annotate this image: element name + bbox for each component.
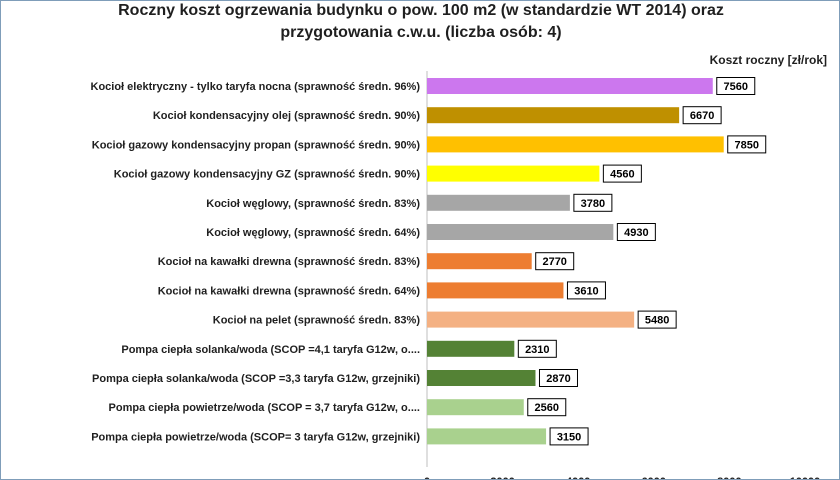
value-label: 7850 <box>734 139 758 151</box>
bar <box>427 370 536 386</box>
value-label-box <box>682 106 722 125</box>
bar <box>427 107 680 124</box>
value-label-box <box>573 193 613 212</box>
bar <box>427 78 713 94</box>
value-label: 3150 <box>557 431 581 443</box>
x-tick-label: 10000 <box>790 476 821 479</box>
value-label-box <box>716 77 756 95</box>
category-label: Pompa ciepła powietrze/woda (SCOP = 3,7 … <box>109 402 420 414</box>
category-label: Kocioł gazowy kondensacyjny GZ (sprawnoś… <box>114 169 421 181</box>
category-label: Kocioł na pelet (sprawność średn. 83%) <box>213 315 421 327</box>
value-label: 5480 <box>645 315 669 327</box>
value-label-box <box>517 339 557 358</box>
value-label-box <box>549 427 589 446</box>
value-label-box <box>637 310 677 329</box>
category-label: Pompa ciepła solanka/woda (SCOP =3,3 tar… <box>92 373 420 385</box>
category-label: Kocioł gazowy kondensacyjny propan (spra… <box>92 139 421 151</box>
value-label-box <box>616 223 656 241</box>
bars-group <box>427 78 724 445</box>
chart-title-line-1: Roczny koszt ogrzewania budynku o pow. 1… <box>118 2 724 19</box>
x-ticks-group: 0 2000 4000 6000 8000 10000 <box>424 476 820 479</box>
category-label: Kocioł elektryczny - tylko taryfa nocna … <box>91 81 421 93</box>
category-label: Pompa ciepła solanka/woda (SCOP =4,1 tar… <box>121 344 420 356</box>
category-label: Kocioł kondensacyjny olej (sprawność śre… <box>153 110 420 122</box>
unit-label: Koszt roczny [zł/rok] <box>710 53 827 67</box>
bar <box>427 399 524 416</box>
value-label-box <box>538 369 578 387</box>
value-label: 2870 <box>546 373 570 385</box>
value-labels-group: 7560 6670 7850 4560 3780 4930 2770 3610 5480 2310… <box>517 77 767 446</box>
bar <box>427 428 547 445</box>
category-label: Kocioł węglowy, (sprawność średn. 64%) <box>206 227 420 239</box>
value-label-box <box>566 281 606 300</box>
bar <box>427 282 564 299</box>
value-label: 3780 <box>581 198 605 210</box>
x-tick-label: 6000 <box>642 476 666 479</box>
value-label: 2770 <box>542 256 566 268</box>
value-label-box <box>527 398 567 417</box>
category-label: Pompa ciepła powietrze/woda (SCOP= 3 tar… <box>91 431 420 443</box>
category-labels-group: Kocioł elektryczny - tylko taryfa nocna … <box>91 81 421 443</box>
value-label-box <box>535 252 575 271</box>
bar <box>427 224 614 240</box>
chart-title-line-2: przygotowania c.w.u. (liczba osób: 4) <box>280 24 561 41</box>
value-label: 4560 <box>610 169 634 181</box>
bar <box>427 253 532 270</box>
x-tick-label: 2000 <box>490 476 514 479</box>
bar <box>427 194 570 211</box>
value-label: 4930 <box>624 227 648 239</box>
value-label: 6670 <box>690 110 714 122</box>
bar <box>427 165 600 182</box>
value-label-box <box>602 164 642 183</box>
category-label: Kocioł na kawałki drewna (sprawność śred… <box>158 256 421 268</box>
bar <box>427 311 635 328</box>
bar <box>427 340 515 357</box>
value-label: 2560 <box>535 402 559 414</box>
x-tick-label: 0 <box>424 476 430 479</box>
value-label: 2310 <box>525 344 549 356</box>
category-label: Kocioł na kawałki drewna (sprawność śred… <box>158 285 421 297</box>
value-label: 7560 <box>724 81 748 93</box>
x-tick-label: 8000 <box>717 476 741 479</box>
category-label: Kocioł węglowy, (sprawność średn. 83%) <box>206 198 420 210</box>
value-label: 3610 <box>574 285 598 297</box>
x-tick-label: 4000 <box>566 476 590 479</box>
bar <box>427 136 724 153</box>
value-label-box <box>727 135 767 154</box>
